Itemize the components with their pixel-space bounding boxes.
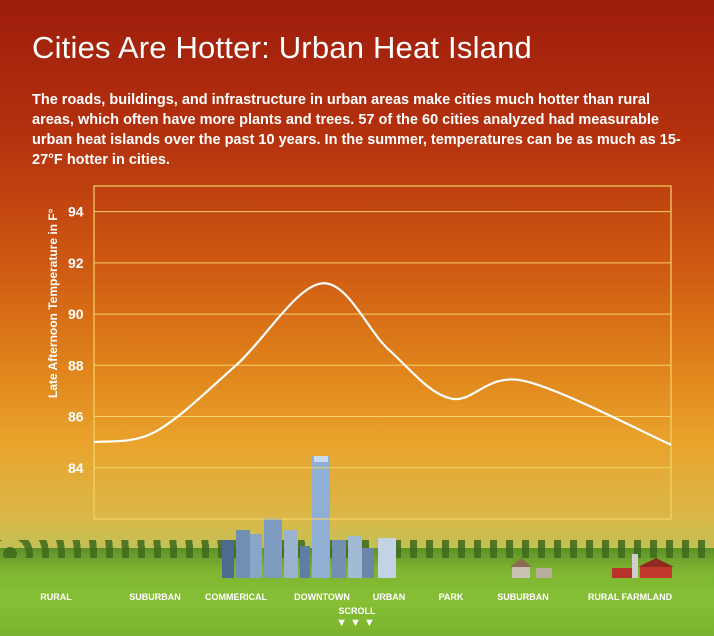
description-text-2: analyzed had measurable urban heat islan… [32, 112, 681, 168]
x-category-label: SUBURBAN [497, 592, 549, 602]
page-title: Cities Are Hotter: Urban Heat Island [32, 30, 532, 65]
y-tick-label: 88 [68, 357, 84, 373]
temperature-line [93, 282, 672, 446]
x-category-label: RURAL FARMLAND [587, 592, 673, 602]
scroll-down-icon[interactable]: ▼▼▼ [336, 617, 378, 629]
plot-frame [93, 185, 672, 520]
scroll-label[interactable]: SCROLL [338, 606, 376, 616]
description-highlight: 57 of the 60 cities [358, 112, 480, 128]
y-tick-label: 90 [68, 306, 84, 322]
x-category-label: DOWNTOWN [294, 592, 350, 602]
y-tick-label: 84 [68, 460, 84, 476]
y-tick-label: 94 [68, 204, 84, 220]
x-category-label: COMMERICAL [205, 592, 267, 602]
description-text-1: The roads, buildings, and infrastructure… [32, 92, 650, 128]
city-skyline [222, 456, 674, 578]
y-tick-label: 92 [68, 255, 84, 271]
y-axis-label: Late Afternoon Temperature in F° [46, 208, 60, 398]
x-category-label: URBAN [372, 592, 406, 602]
y-axis-ticks: 84 86 88 90 92 94 [68, 204, 84, 476]
description: The roads, buildings, and infrastructure… [32, 90, 692, 170]
x-category-label: PARK [438, 592, 464, 602]
x-category-label: SUBURBAN [129, 592, 181, 602]
x-category-label: RURAL [40, 592, 72, 602]
y-tick-label: 86 [68, 409, 84, 425]
chart-grid [94, 211, 671, 469]
